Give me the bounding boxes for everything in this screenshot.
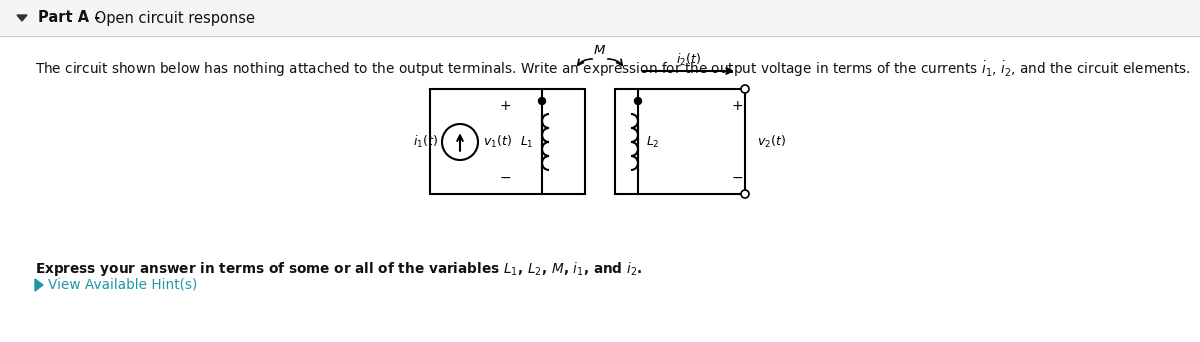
Text: $v_1(t)$: $v_1(t)$ — [482, 134, 512, 150]
Text: $L_1$: $L_1$ — [521, 134, 534, 149]
Text: $+$: $+$ — [499, 99, 511, 113]
Text: $-$: $-$ — [731, 170, 743, 184]
Text: Open circuit response: Open circuit response — [90, 11, 256, 26]
Bar — [430, 89, 586, 194]
Text: Part A -: Part A - — [38, 11, 101, 26]
Text: $M$: $M$ — [594, 44, 606, 57]
Text: $+$: $+$ — [731, 99, 743, 113]
Text: Express your answer in terms of some or all of the variables $L_1$, $L_2$, $M$, : Express your answer in terms of some or … — [35, 260, 642, 278]
Polygon shape — [17, 15, 28, 21]
Circle shape — [742, 85, 749, 93]
Text: $i_1(t)$: $i_1(t)$ — [413, 134, 438, 150]
Text: View Available Hint(s): View Available Hint(s) — [48, 278, 197, 292]
Text: $i_2(t)$: $i_2(t)$ — [676, 52, 701, 68]
Circle shape — [442, 124, 478, 160]
Bar — [0, 0, 1200, 36]
Text: The circuit shown below has nothing attached to the output terminals. Write an e: The circuit shown below has nothing atta… — [35, 59, 1190, 79]
Text: $v_2(t)$: $v_2(t)$ — [757, 133, 786, 149]
Text: $L_2$: $L_2$ — [646, 134, 660, 149]
Text: $-$: $-$ — [499, 170, 511, 184]
Bar — [616, 89, 745, 194]
Circle shape — [742, 190, 749, 198]
Circle shape — [539, 97, 546, 105]
Polygon shape — [35, 279, 43, 291]
Circle shape — [635, 97, 642, 105]
